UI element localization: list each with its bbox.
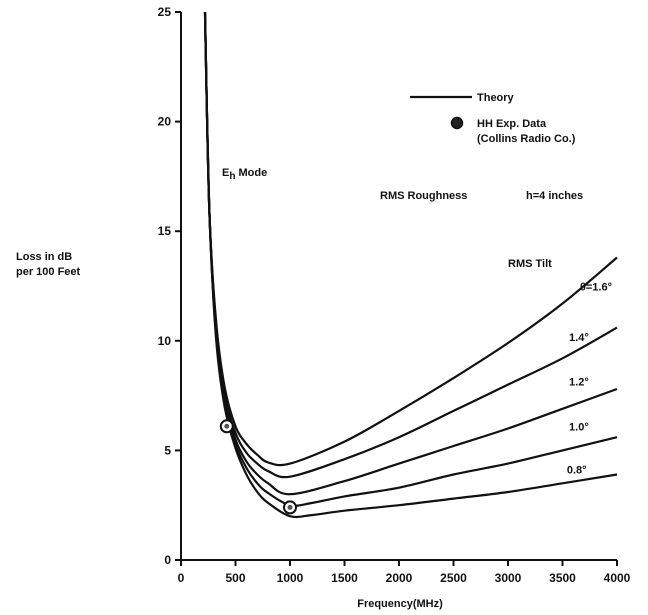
x-tick-label: 500 [225,571,245,585]
y-tick-label: 15 [158,224,172,238]
y-axis-label-line-2: per 100 Feet [16,266,81,278]
series-curve [203,11,618,479]
data-markers [219,419,297,515]
series-curve [203,11,618,496]
x-tick-label: 0 [178,571,185,585]
series-label: 1.4° [569,332,589,344]
legend-data-label-line-1: HH Exp. Data [477,118,547,130]
y-tick-label: 20 [158,115,172,129]
x-axis-label: Frequency(MHz) [357,598,443,610]
y-ticks: 0 5 10 15 20 25 [158,5,181,567]
x-tick-label: 3000 [495,571,522,585]
x-tick-label: 3500 [549,571,576,585]
series-labels: θ=1.6° 1.4° 1.2° 1.0° 0.8° [567,281,612,476]
x-tick-label: 1500 [331,571,358,585]
y-axis-label-line-1: Loss in dB [16,251,72,263]
x-tick-label: 4000 [604,571,631,585]
y-tick-label: 10 [158,334,172,348]
y-tick-label: 0 [164,553,171,567]
x-ticks: 0 500 1000 1500 2000 2500 3000 3500 4000 [178,560,631,585]
x-tick-label: 2500 [440,571,467,585]
mode-annotation: Eh Mode [222,167,267,182]
legend-data-marker [450,116,464,130]
series-label: 1.2° [569,377,589,389]
series-label: θ=1.6° [580,281,612,293]
tilt-title: RMS Tilt [508,258,552,270]
x-tick-label: 1000 [277,571,304,585]
legend-theory-label: Theory [477,92,515,104]
data-point-center [287,504,293,510]
series-curve [203,11,618,519]
legend: Theory HH Exp. Data (Collins Radio Co.) [410,92,576,145]
series-curves [203,11,618,519]
series-label: 0.8° [567,464,587,476]
legend-data-label-line-2: (Collins Radio Co.) [477,133,576,145]
x-tick-label: 2000 [386,571,413,585]
y-tick-label: 25 [158,5,172,19]
data-point-center [224,423,230,429]
series-label: 1.0° [569,422,589,434]
y-tick-label: 5 [164,443,171,457]
roughness-value: h=4 inches [526,190,583,202]
roughness-annotation: RMS Roughness [380,190,467,202]
series-curve [203,11,618,467]
